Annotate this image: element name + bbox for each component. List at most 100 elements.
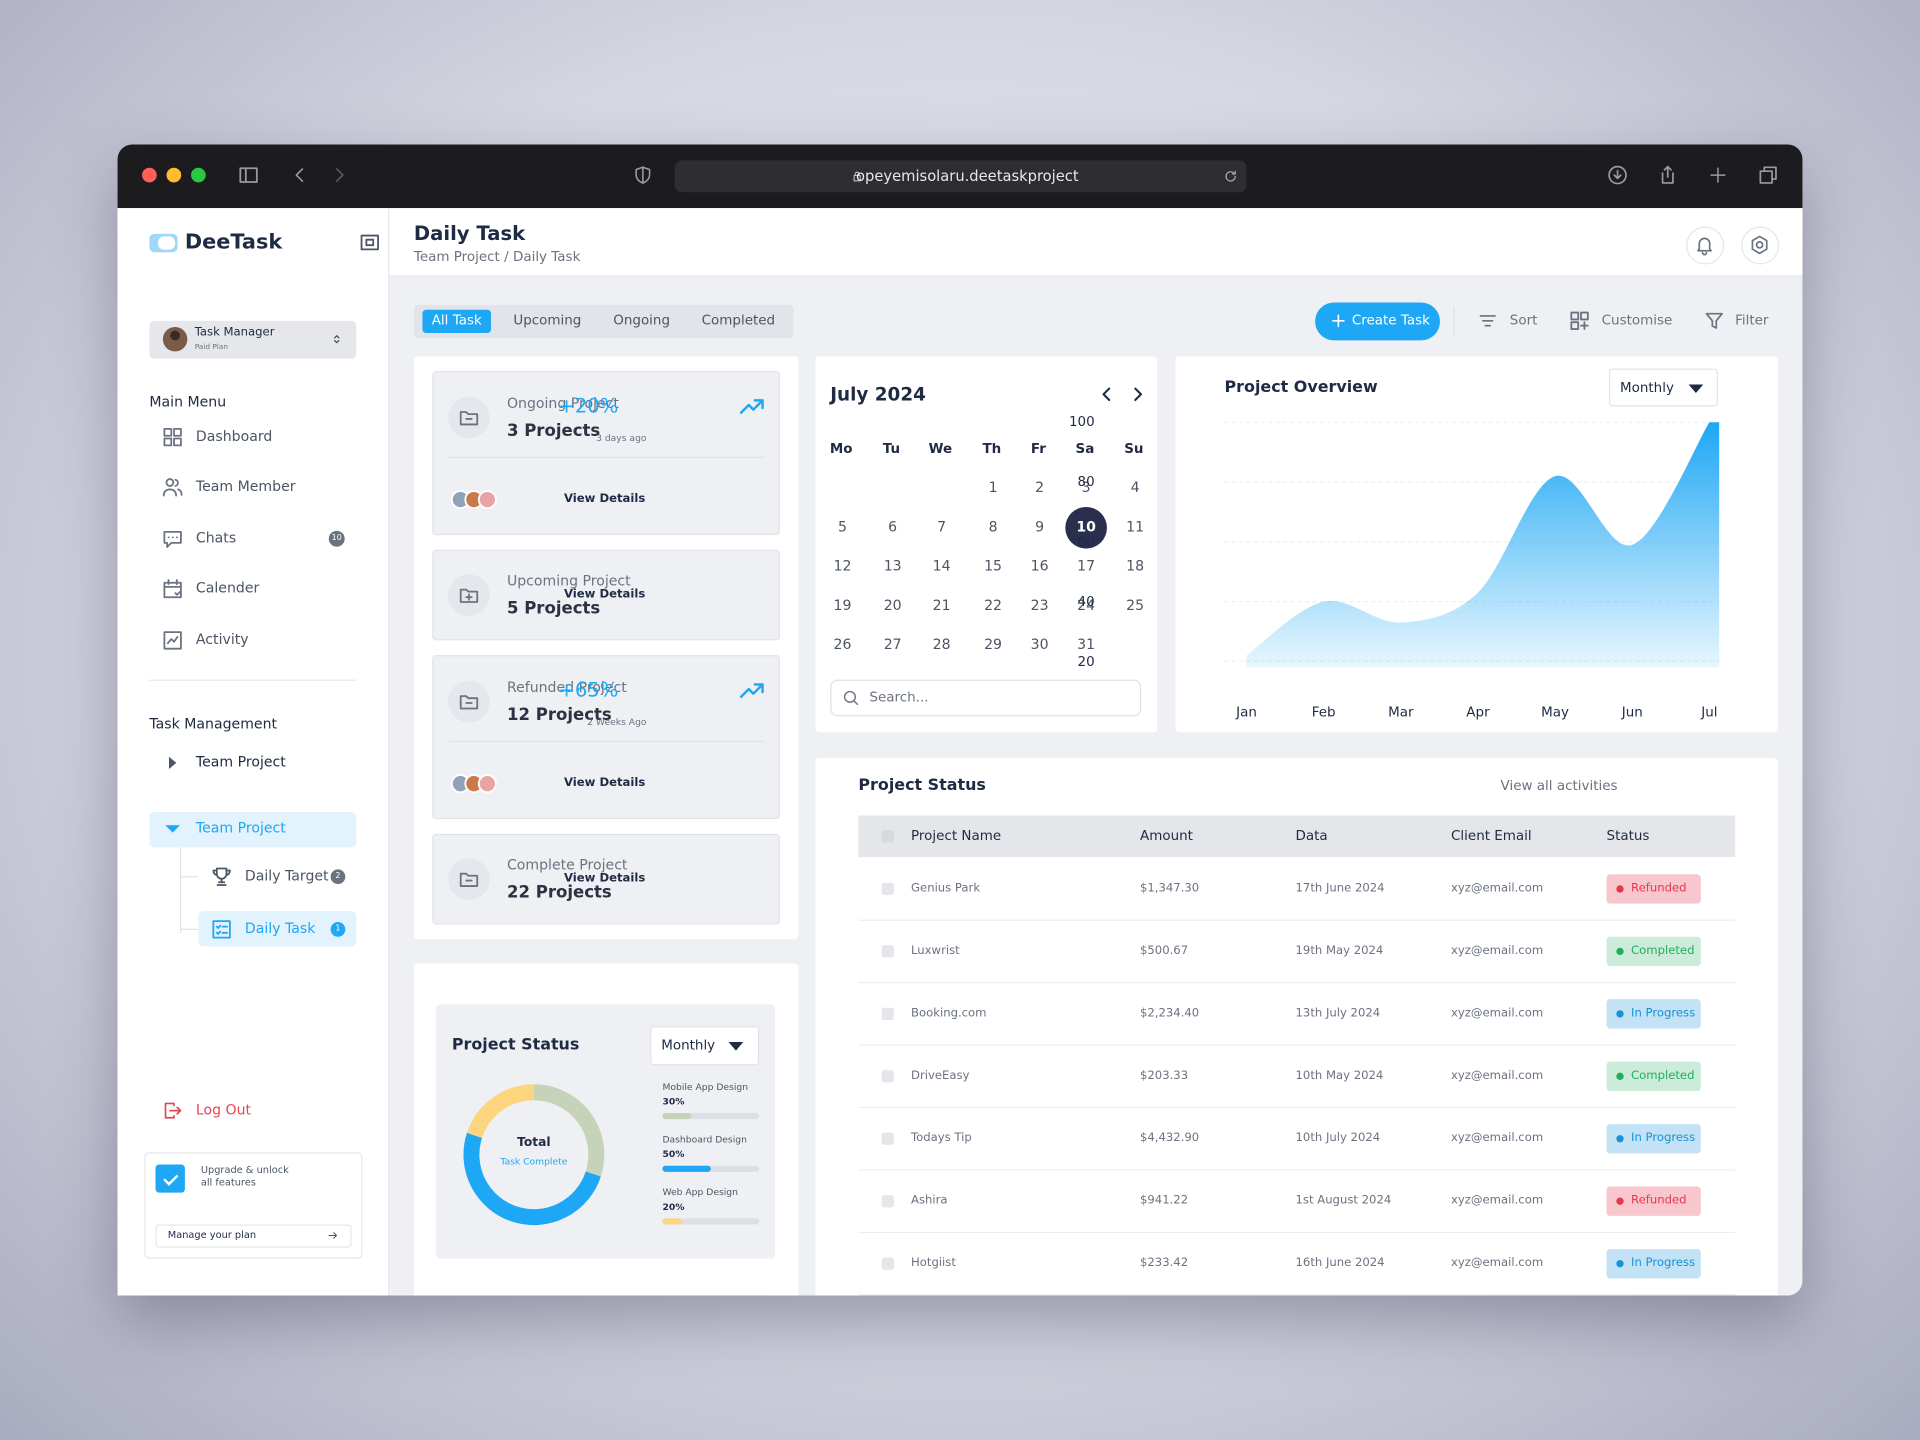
- settings-button[interactable]: [1741, 226, 1780, 265]
- customise[interactable]: Customise: [1601, 312, 1673, 329]
- checkbox: [881, 882, 894, 896]
- view-details[interactable]: View Details: [563, 776, 646, 791]
- calendar-day[interactable]: 5: [837, 518, 847, 536]
- cell: xyz@email.com: [1451, 1069, 1544, 1083]
- manage-plan-button[interactable]: [155, 1224, 352, 1248]
- calendar-day[interactable]: 2: [1035, 478, 1045, 497]
- area: [1246, 422, 1720, 668]
- manage-plan[interactable]: Manage your plan: [167, 1229, 257, 1241]
- calendar-day[interactable]: 30: [1030, 635, 1049, 653]
- y-tick-label: 20: [1077, 653, 1095, 670]
- calendar-day[interactable]: 27: [883, 635, 902, 653]
- icon: [459, 695, 479, 710]
- calendar-day[interactable]: 31: [1077, 635, 1096, 653]
- active-group[interactable]: [149, 811, 357, 848]
- menu-item[interactable]: Daily Target: [244, 867, 329, 885]
- icon-stroke: [1705, 312, 1723, 329]
- calendar-day[interactable]: 23: [1030, 596, 1049, 614]
- calendar-day[interactable]: 28: [932, 635, 951, 653]
- period-dropdown[interactable]: [650, 1026, 760, 1066]
- calendar-day[interactable]: 4: [1130, 478, 1140, 497]
- period[interactable]: Monthly: [1620, 380, 1674, 396]
- calendar-day[interactable]: 3: [1081, 478, 1091, 497]
- menu-item[interactable]: Dashboard: [195, 427, 273, 445]
- checkbox: [881, 1007, 894, 1021]
- cell: xyz@email.com: [1451, 1006, 1544, 1021]
- calendar-day[interactable]: 7: [937, 518, 947, 536]
- calendar-day[interactable]: 18: [1126, 557, 1145, 575]
- menu-item[interactable]: Chats: [195, 529, 237, 547]
- tab[interactable]: All Task: [431, 312, 482, 329]
- calendar-day[interactable]: 9: [1035, 518, 1045, 536]
- icon: [635, 166, 651, 184]
- filter[interactable]: Filter: [1735, 312, 1769, 329]
- calendar-day[interactable]: 22: [984, 596, 1003, 614]
- checkbox: [881, 945, 894, 958]
- calendar-day[interactable]: 16: [1030, 557, 1049, 575]
- badge: [330, 922, 346, 937]
- card-label: Complete Project: [506, 856, 628, 874]
- tab[interactable]: Ongoing: [613, 312, 671, 329]
- icon-stroke: [333, 335, 340, 344]
- brand: DeeTask: [184, 229, 283, 255]
- period[interactable]: Monthly: [661, 1037, 716, 1054]
- view-details[interactable]: View Details: [563, 588, 646, 602]
- chart-title: Project Overview: [1224, 378, 1378, 397]
- calendar-day[interactable]: 25: [1126, 596, 1145, 614]
- table-header-row: [858, 815, 1736, 858]
- view-details[interactable]: View Details: [563, 872, 646, 886]
- status-text: Refunded: [1631, 1194, 1687, 1208]
- icon: [163, 631, 182, 650]
- calendar-day[interactable]: 13: [883, 557, 902, 575]
- calendar-day[interactable]: 11: [1126, 518, 1145, 536]
- calendar-day[interactable]: 20: [883, 596, 902, 614]
- icon: [1661, 165, 1674, 184]
- icon-stroke: [853, 171, 861, 182]
- checkbox: [881, 830, 894, 843]
- calendar-day[interactable]: 1: [988, 478, 998, 497]
- card-count: 12 Projects: [506, 705, 612, 725]
- calendar-day[interactable]: 21: [932, 596, 951, 614]
- card-label: Upcoming Project: [506, 571, 631, 590]
- calendar-day[interactable]: 12: [833, 557, 852, 575]
- project-card: [432, 549, 781, 641]
- icon-stroke: [1751, 235, 1768, 255]
- graphics: [142, 165, 1777, 1296]
- icon: [1608, 165, 1627, 185]
- view-details[interactable]: View Details: [563, 492, 646, 507]
- icon: [212, 920, 231, 939]
- calendar-day[interactable]: 17: [1077, 557, 1096, 575]
- tab[interactable]: Completed: [701, 312, 776, 329]
- upgrade-text: Upgrade & unlock all features: [200, 1164, 289, 1188]
- create-task[interactable]: Create Task: [1351, 312, 1430, 329]
- active-item[interactable]: [198, 911, 357, 947]
- menu-item[interactable]: Calender: [195, 579, 260, 597]
- calendar-day[interactable]: 10: [1076, 518, 1096, 536]
- menu-item[interactable]: Team Member: [195, 477, 296, 495]
- card-change: +20%: [558, 394, 619, 419]
- tab[interactable]: Upcoming: [513, 312, 582, 329]
- calendar-day[interactable]: 8: [988, 518, 998, 536]
- weekday: Su: [1124, 441, 1144, 458]
- icon: [163, 427, 182, 447]
- calendar-search[interactable]: [830, 679, 1142, 717]
- calendar-day[interactable]: 14: [932, 557, 951, 575]
- menu-item[interactable]: Activity: [195, 630, 249, 648]
- menu-group[interactable]: Team Project: [195, 819, 286, 837]
- icon-stroke: [1134, 387, 1143, 402]
- calendar-day[interactable]: 24: [1077, 596, 1096, 614]
- calendar-day[interactable]: 19: [833, 596, 852, 614]
- menu-item[interactable]: Daily Task: [244, 919, 316, 937]
- x-tick-label: Feb: [1311, 704, 1336, 721]
- sort[interactable]: Sort: [1509, 312, 1538, 329]
- bell-button[interactable]: [1686, 226, 1725, 265]
- table-link[interactable]: View all activities: [1500, 778, 1618, 794]
- badge-count: 10: [331, 532, 342, 543]
- calendar-day[interactable]: 29: [984, 635, 1003, 653]
- menu-group[interactable]: Team Project: [195, 753, 286, 771]
- tab-active[interactable]: [422, 309, 492, 334]
- logout[interactable]: Log Out: [195, 1100, 252, 1119]
- calendar-day[interactable]: 15: [984, 557, 1003, 575]
- calendar-day[interactable]: 6: [888, 518, 898, 536]
- calendar-day[interactable]: 26: [833, 635, 852, 653]
